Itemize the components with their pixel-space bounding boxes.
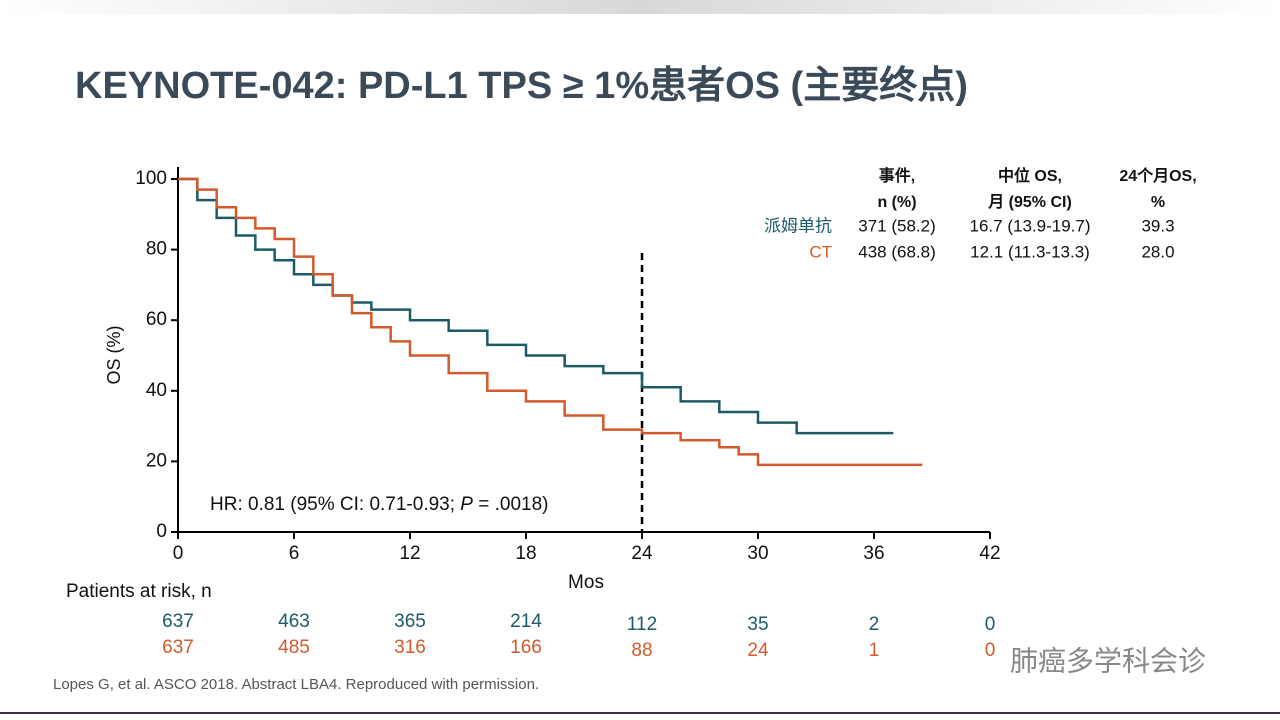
table-header: 24个月OS, bbox=[1119, 166, 1196, 185]
table-cell: 28.0 bbox=[1141, 242, 1174, 261]
risk-count: 463 bbox=[278, 611, 310, 632]
x-tick-label: 0 bbox=[173, 543, 184, 564]
risk-count: 166 bbox=[510, 637, 542, 658]
risk-count: 365 bbox=[394, 611, 426, 632]
footnote: Lopes G, et al. ASCO 2018. Abstract LBA4… bbox=[53, 676, 539, 693]
risk-count: 2 bbox=[869, 614, 880, 635]
x-tick-label: 30 bbox=[747, 543, 768, 564]
risk-count: 0 bbox=[985, 614, 996, 635]
x-tick-label: 6 bbox=[289, 543, 300, 564]
survival-curve bbox=[178, 177, 894, 435]
risk-count: 316 bbox=[394, 637, 426, 658]
risk-count: 637 bbox=[162, 637, 194, 658]
watermark: 肺癌多学科会诊 bbox=[1010, 645, 1206, 676]
table-cell: 12.1 (11.3-13.3) bbox=[970, 242, 1090, 261]
x-axis-label: Mos bbox=[568, 572, 604, 593]
table-cell: 16.7 (13.9-19.7) bbox=[970, 216, 1091, 235]
risk-count: 214 bbox=[510, 611, 542, 632]
risk-count: 35 bbox=[747, 614, 768, 635]
risk-count: 637 bbox=[162, 611, 194, 632]
x-tick-label: 12 bbox=[399, 543, 420, 564]
x-tick-label: 36 bbox=[863, 543, 884, 564]
table-header: 事件, bbox=[879, 166, 915, 185]
table-cell: 371 (58.2) bbox=[858, 216, 936, 235]
slide-title: KEYNOTE-042: PD-L1 TPS ≥ 1%患者OS (主要终点) bbox=[75, 65, 968, 107]
y-tick-label: 0 bbox=[156, 521, 167, 542]
table-header: n (%) bbox=[877, 194, 916, 211]
table-header: 中位 OS, bbox=[998, 166, 1062, 185]
risk-count: 485 bbox=[278, 637, 310, 658]
hr-text: = .0018) bbox=[473, 494, 549, 515]
risk-count: 112 bbox=[627, 614, 657, 635]
risk-count: 24 bbox=[747, 640, 769, 661]
y-tick-label: 80 bbox=[146, 239, 167, 260]
row-label: 派姆单抗 bbox=[764, 216, 832, 235]
hr-annotation: HR: 0.81 (95% CI: 0.71-0.93; P = .0018) bbox=[210, 494, 549, 515]
table-cell: 39.3 bbox=[1141, 216, 1174, 235]
x-tick-label: 42 bbox=[979, 543, 1000, 564]
risk-count: 88 bbox=[631, 640, 652, 661]
y-tick-label: 40 bbox=[146, 380, 167, 401]
y-tick-label: 100 bbox=[135, 168, 167, 189]
row-label: CT bbox=[809, 242, 832, 261]
hr-p: P bbox=[460, 494, 473, 515]
table-header: % bbox=[1151, 194, 1165, 211]
table-cell: 438 (68.8) bbox=[858, 242, 936, 261]
risk-count: 0 bbox=[985, 640, 996, 661]
risk-title: Patients at risk, n bbox=[66, 581, 212, 602]
bottom-rule bbox=[0, 712, 1280, 714]
y-axis-label: OS (%) bbox=[104, 325, 124, 384]
top-bar bbox=[0, 0, 1280, 14]
table-header: 月 (95% CI) bbox=[987, 193, 1072, 211]
survival-curve bbox=[178, 177, 923, 467]
x-tick-label: 24 bbox=[631, 543, 653, 564]
risk-count: 1 bbox=[869, 640, 880, 661]
hr-text: HR: 0.81 (95% CI: 0.71-0.93; bbox=[210, 494, 460, 515]
x-tick-label: 18 bbox=[515, 543, 536, 564]
y-tick-label: 20 bbox=[146, 450, 167, 471]
y-tick-label: 60 bbox=[146, 309, 167, 330]
